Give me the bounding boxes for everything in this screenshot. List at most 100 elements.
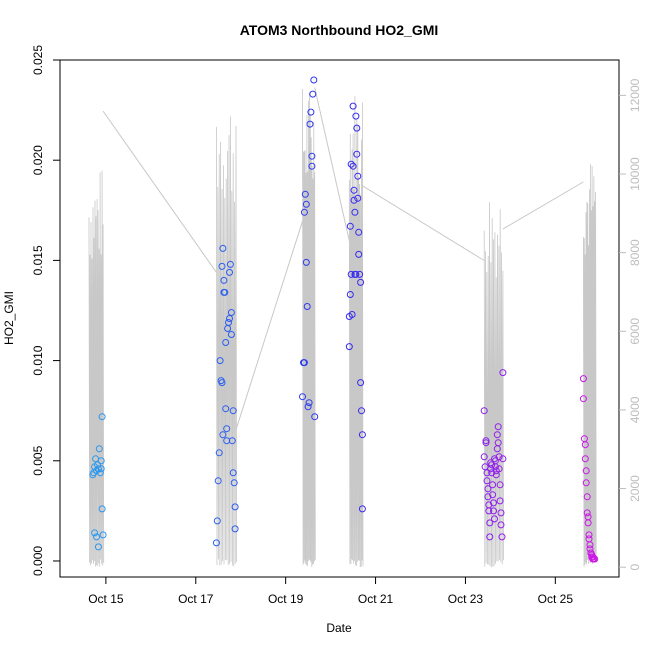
data-point: [304, 403, 312, 411]
data-point: [581, 455, 589, 463]
altitude-flight-segment: [88, 170, 105, 567]
data-point: [499, 369, 507, 377]
data-point: [582, 479, 590, 487]
data-point: [220, 276, 228, 284]
data-point: [480, 407, 488, 415]
data-point: [355, 228, 363, 236]
y2-axis: 0 2000 4000 6000 8000 10000 12000: [619, 78, 642, 571]
data-point: [227, 309, 235, 316]
data-point: [300, 359, 308, 367]
data-point: [357, 278, 365, 286]
data-point: [495, 465, 503, 473]
data-point: [91, 529, 99, 537]
y2-tick-label: 0: [628, 564, 642, 571]
data-point: [579, 375, 587, 383]
data-point: [356, 270, 364, 278]
x-tick-label: Oct 21: [358, 592, 394, 606]
data-point: [226, 260, 234, 268]
data-point: [583, 509, 591, 517]
data-point: [482, 437, 490, 445]
data-point: [346, 291, 354, 298]
y-tick-label: 0.020: [31, 145, 45, 175]
data-point: [220, 288, 228, 296]
data-point: [307, 108, 315, 116]
data-point: [309, 90, 317, 98]
y-axis-label: HO2_GMI: [2, 291, 16, 345]
data-point: [349, 102, 357, 110]
data-point: [488, 469, 496, 477]
data-point: [492, 471, 500, 479]
data-point: [226, 268, 233, 276]
data-point: [347, 270, 355, 278]
x-axis-label: Date: [326, 621, 352, 635]
data-point: [95, 445, 103, 453]
data-point: [225, 319, 232, 326]
data-point: [222, 339, 230, 346]
data-point: [484, 493, 492, 501]
data-point: [215, 449, 223, 457]
data-point: [354, 172, 362, 180]
plot-frame: [59, 59, 620, 578]
data-point: [229, 407, 237, 415]
data-point: [486, 533, 494, 541]
data-point: [302, 200, 310, 208]
data-point: [230, 479, 238, 487]
data-point: [488, 461, 496, 469]
y-tick-label: 0.015: [31, 245, 45, 275]
data-point: [489, 491, 497, 499]
data-point: [353, 124, 361, 132]
data-point: [495, 453, 503, 461]
data-point: [491, 463, 499, 471]
data-point: [229, 469, 237, 477]
data-point: [482, 439, 490, 447]
data-point: [494, 423, 502, 431]
data-point: [302, 258, 310, 266]
data-point: [358, 505, 366, 513]
data-point: [231, 503, 239, 511]
altitude-transit-line: [102, 110, 217, 273]
data-point: [226, 315, 233, 322]
data-points: [89, 76, 599, 563]
y-tick-label: 0.010: [31, 345, 45, 375]
data-point: [97, 465, 105, 473]
data-point: [498, 533, 506, 541]
data-point: [497, 521, 505, 529]
x-tick-label: Oct 23: [448, 592, 484, 606]
data-point: [350, 186, 358, 194]
data-point: [306, 120, 314, 128]
data-point: [218, 379, 226, 387]
altitude-flight-segment: [348, 96, 364, 568]
data-point: [355, 250, 363, 258]
data-point: [212, 539, 220, 547]
data-point: [94, 461, 101, 469]
data-point: [483, 469, 491, 477]
data-point: [299, 393, 306, 401]
data-point: [308, 162, 316, 170]
data-point: [94, 465, 102, 473]
altitude-flight-segment: [483, 202, 504, 568]
data-point: [496, 481, 504, 489]
data-point: [497, 509, 505, 517]
data-point: [582, 467, 590, 475]
data-point: [358, 431, 366, 439]
data-point: [486, 519, 494, 527]
data-point: [490, 499, 497, 507]
data-point: [354, 194, 362, 202]
x-tick-label: Oct 19: [268, 592, 304, 606]
data-point: [214, 477, 222, 485]
data-point: [485, 507, 493, 515]
data-point: [489, 481, 497, 489]
data-point: [351, 208, 359, 216]
altitude-flight-segment: [216, 116, 237, 567]
data-point: [311, 413, 319, 421]
data-point: [483, 477, 491, 485]
data-point: [586, 541, 594, 549]
data-point: [301, 190, 309, 198]
altitude-transit-line: [502, 181, 584, 230]
x-tick-label: Oct 25: [538, 592, 574, 606]
data-point: [305, 399, 313, 407]
data-point: [98, 413, 106, 421]
y2-tick-label: 6000: [628, 318, 642, 345]
data-point: [227, 331, 235, 338]
data-point: [358, 407, 365, 415]
